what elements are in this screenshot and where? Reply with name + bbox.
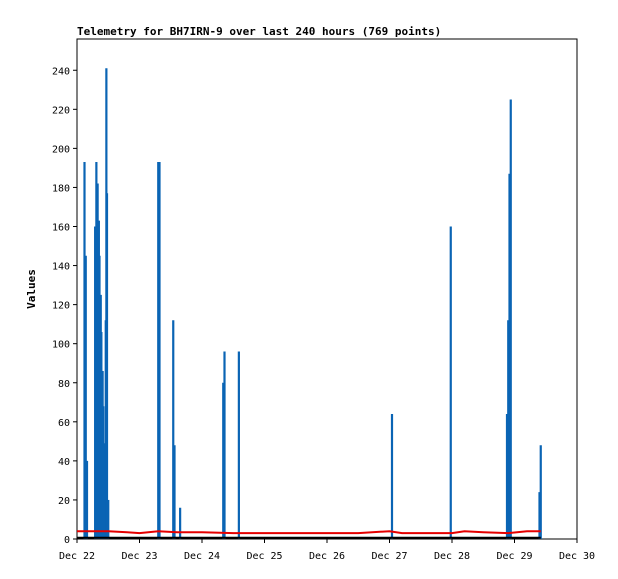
y-tick-label: 60: [58, 418, 70, 429]
y-tick-label: 160: [52, 223, 70, 234]
y-tick-label: 200: [52, 144, 70, 155]
y-tick-label: 140: [52, 262, 70, 273]
x-tick-label: Dec 24: [184, 551, 220, 562]
x-tick-label: Dec 23: [121, 551, 157, 562]
y-tick-label: 220: [52, 105, 70, 116]
y-tick-label: 20: [58, 496, 70, 507]
x-tick-label: Dec 27: [371, 551, 407, 562]
y-axis-ticks: 0 20 40 60 80 100 120 140 160 180 200 220 240: [52, 66, 77, 546]
x-tick-label: Dec 25: [246, 551, 282, 562]
y-tick-label: 0: [64, 535, 70, 546]
y-tick-label: 80: [58, 379, 70, 390]
y-tick-label: 100: [52, 340, 70, 351]
chart-title: Telemetry for BH7IRN-9 over last 240 hou…: [77, 25, 441, 38]
x-tick-label: Dec 22: [59, 551, 95, 562]
y-axis-label: Values: [25, 269, 38, 309]
x-tick-label: Dec 29: [496, 551, 532, 562]
series-lines: [77, 530, 541, 539]
series-line: [77, 530, 541, 535]
y-tick-label: 120: [52, 301, 70, 312]
plot-area-frame: [76, 38, 578, 540]
x-tick-label: Dec 26: [309, 551, 345, 562]
y-tick-label: 40: [58, 457, 70, 468]
series-spikes: [83, 68, 542, 539]
x-tick-label: Dec 28: [434, 551, 470, 562]
y-tick-label: 180: [52, 183, 70, 194]
x-tick-label: Dec 30: [559, 551, 595, 562]
x-axis-ticks: Dec 22 Dec 23 Dec 24 Dec 25 Dec 26 Dec 27 Dec …: [59, 539, 595, 562]
y-tick-label: 240: [52, 66, 70, 77]
